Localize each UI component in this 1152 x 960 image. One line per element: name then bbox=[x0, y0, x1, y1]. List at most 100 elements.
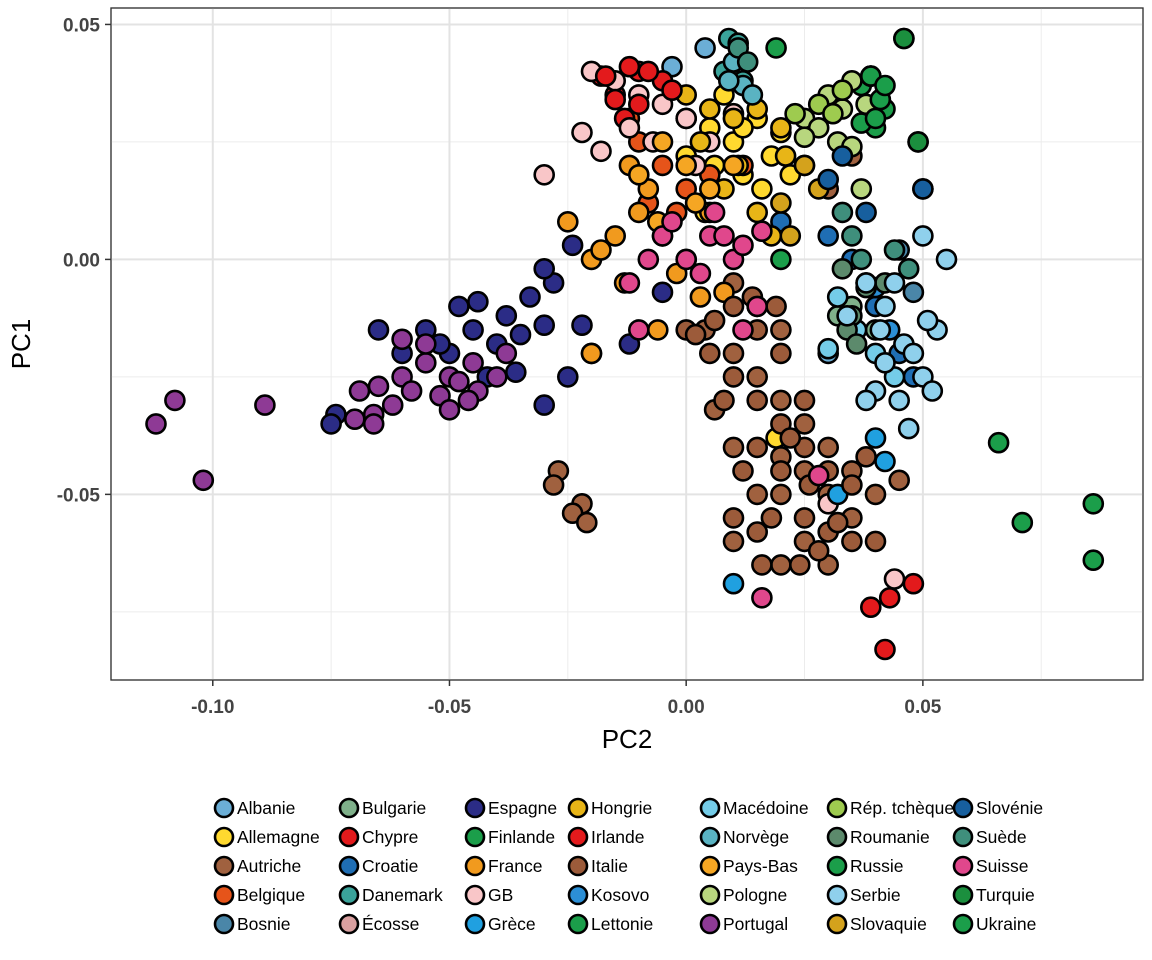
data-point bbox=[462, 319, 484, 341]
data-point bbox=[698, 98, 721, 120]
data-point bbox=[713, 389, 735, 412]
legend-item: Belgique bbox=[213, 884, 305, 906]
legend-item: Albanie bbox=[213, 797, 295, 819]
data-point bbox=[254, 394, 276, 416]
data-point bbox=[831, 201, 854, 224]
legend-label: Russie bbox=[850, 856, 904, 876]
legend-label: Bosnie bbox=[237, 914, 291, 934]
data-point bbox=[770, 342, 792, 365]
legend-label: Pologne bbox=[723, 885, 787, 905]
data-point bbox=[675, 248, 698, 271]
data-point bbox=[874, 351, 896, 374]
data-point bbox=[618, 55, 641, 78]
data-point bbox=[770, 460, 792, 482]
legend-label: Finlande bbox=[488, 827, 555, 847]
legend-item: Croatie bbox=[338, 855, 418, 877]
data-point bbox=[817, 337, 840, 360]
legend-key bbox=[952, 884, 974, 906]
legend-key bbox=[952, 797, 974, 819]
legend-item: Kosovo bbox=[567, 884, 649, 906]
data-point bbox=[495, 304, 518, 327]
legend-label: Slovénie bbox=[976, 798, 1043, 818]
data-point bbox=[822, 102, 844, 125]
legend-key bbox=[699, 826, 721, 848]
data-point bbox=[864, 483, 887, 506]
data-point bbox=[770, 319, 792, 341]
data-point bbox=[855, 389, 877, 412]
data-point bbox=[533, 164, 556, 186]
data-point bbox=[604, 88, 627, 111]
data-point bbox=[751, 554, 773, 576]
legend-item: Suisse bbox=[952, 855, 1029, 877]
legend-label: GB bbox=[488, 885, 513, 905]
data-point bbox=[912, 178, 934, 200]
data-point bbox=[651, 281, 674, 304]
data-point bbox=[770, 554, 792, 576]
data-point bbox=[765, 295, 787, 318]
data-point bbox=[793, 389, 816, 412]
legend-key bbox=[826, 913, 848, 935]
legend-item: Chypre bbox=[338, 826, 418, 848]
data-point bbox=[722, 366, 745, 388]
data-point bbox=[897, 417, 920, 440]
data-point bbox=[916, 309, 939, 332]
legend-item: Lettonie bbox=[567, 913, 653, 935]
data-point bbox=[675, 107, 698, 130]
data-point bbox=[594, 65, 617, 87]
data-point bbox=[921, 380, 944, 402]
data-point bbox=[722, 342, 745, 365]
x-tick-label: 0.05 bbox=[904, 697, 941, 718]
data-point bbox=[661, 79, 683, 101]
x-axis-title: PC2 bbox=[602, 724, 653, 754]
data-point bbox=[874, 295, 896, 318]
legend-label: Rép. tchèque bbox=[850, 798, 954, 818]
legend-item: Slovaquie bbox=[826, 913, 927, 935]
data-point bbox=[604, 225, 627, 247]
data-point bbox=[817, 436, 840, 459]
data-point bbox=[831, 257, 854, 280]
legend-label: Bulgarie bbox=[362, 798, 426, 818]
data-point bbox=[504, 361, 527, 384]
legend-item: Italie bbox=[567, 855, 628, 877]
data-point bbox=[841, 530, 863, 553]
data-point bbox=[746, 201, 769, 224]
data-point bbox=[770, 483, 792, 506]
data-point bbox=[381, 394, 404, 416]
legend-label: Croatie bbox=[362, 856, 418, 876]
data-point bbox=[746, 436, 769, 459]
data-point bbox=[348, 380, 371, 402]
data-point bbox=[859, 596, 882, 619]
legend-key bbox=[213, 797, 235, 819]
data-point bbox=[855, 445, 877, 468]
data-point bbox=[448, 295, 470, 318]
legend-item: Macédoine bbox=[699, 797, 809, 819]
data-point bbox=[751, 178, 773, 200]
data-point bbox=[571, 314, 593, 337]
data-point bbox=[893, 27, 915, 50]
data-point bbox=[770, 248, 792, 271]
data-point bbox=[760, 507, 783, 529]
legend-label: Belgique bbox=[237, 885, 305, 905]
data-point bbox=[703, 201, 726, 224]
data-point bbox=[533, 394, 556, 416]
legend-item: Finlande bbox=[464, 826, 555, 848]
data-point bbox=[722, 507, 745, 529]
legend-label: Albanie bbox=[237, 798, 295, 818]
data-point bbox=[770, 192, 792, 214]
data-point bbox=[751, 220, 773, 242]
legend-item: Espagne bbox=[464, 797, 557, 819]
data-point bbox=[784, 102, 806, 125]
data-point bbox=[732, 460, 754, 482]
data-point bbox=[935, 248, 958, 271]
legend-label: Portugal bbox=[723, 914, 788, 934]
data-point bbox=[788, 554, 811, 576]
data-point bbox=[651, 131, 674, 153]
legend-key bbox=[952, 913, 974, 935]
data-point bbox=[779, 427, 802, 449]
data-points bbox=[145, 27, 1105, 661]
data-point bbox=[831, 145, 854, 167]
legend-item: Bulgarie bbox=[338, 797, 426, 819]
y-tick-label: 0.05 bbox=[63, 15, 100, 36]
legend-key bbox=[567, 855, 589, 877]
data-point bbox=[888, 469, 911, 492]
